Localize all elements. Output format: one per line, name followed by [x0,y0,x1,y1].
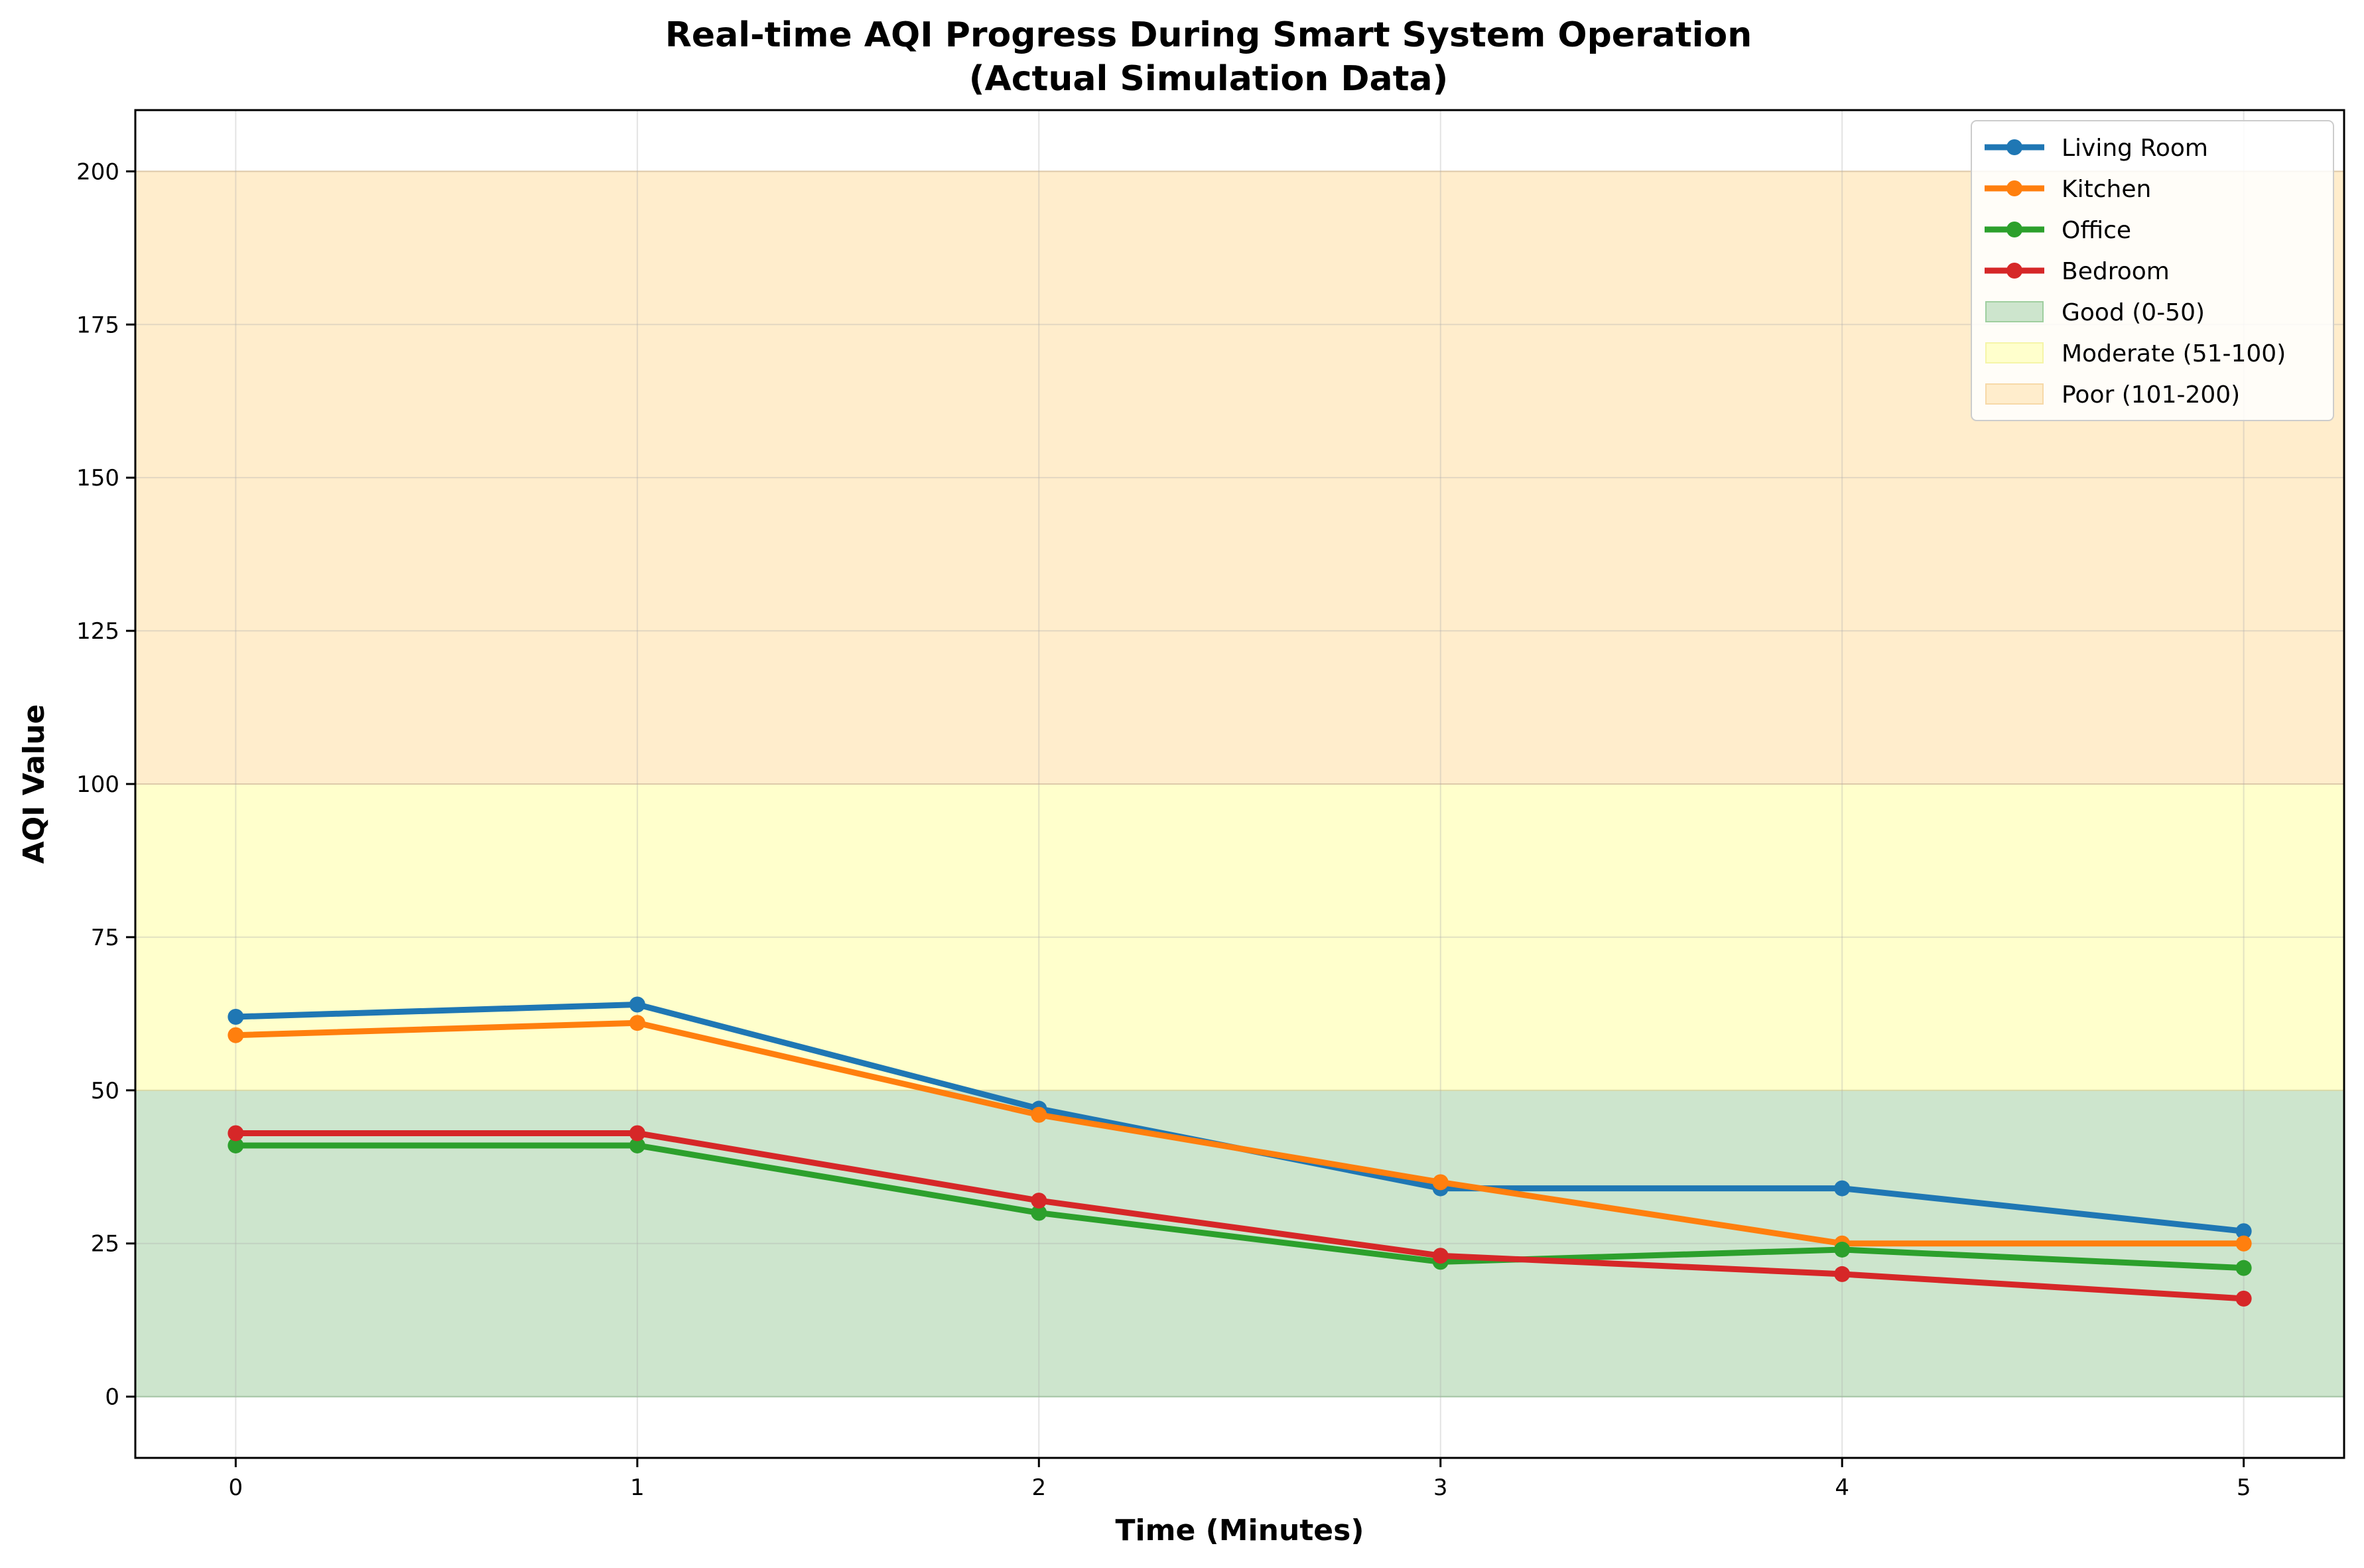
series-layer [228,996,2252,1307]
series-point-2-0 [228,1137,244,1153]
series-point-2-4 [1834,1241,1851,1258]
y-axis: 0 25 50 75 100 125 150 175 200 [76,159,135,1411]
y-tick-label-8: 200 [76,159,119,185]
y-tick-label-5: 125 [76,618,119,645]
series-point-2-5 [2235,1260,2252,1276]
legend-label-4: Good (0-50) [2062,299,2205,326]
legend-item-0: Living Room [1985,135,2208,162]
series-point-3-4 [1834,1266,1851,1282]
x-tick-label-3: 3 [1433,1474,1448,1501]
legend-swatch-4 [1985,301,2044,322]
x-tick-label-5: 5 [2237,1474,2251,1501]
legend-item-1: Kitchen [1985,176,2151,203]
y-tick-label-2: 50 [91,1078,119,1104]
series-point-1-2 [1031,1106,1047,1123]
series-3 [228,1125,2252,1307]
legend-marker-2 [2006,222,2022,237]
legend-marker-1 [2006,180,2022,196]
series-point-3-5 [2235,1290,2252,1307]
series-line-3 [232,1130,2247,1302]
legend-label-5: Moderate (51-100) [2062,340,2286,367]
legend-label-6: Poor (101-200) [2062,381,2240,409]
series-point-1-5 [2235,1235,2252,1252]
x-tick-label-4: 4 [1835,1474,1849,1501]
series-point-3-3 [1432,1248,1449,1264]
legend-label-3: Bedroom [2062,258,2170,285]
y-tick-label-1: 25 [91,1231,119,1258]
legend-label-2: Office [2062,217,2131,244]
y-tick-label-0: 0 [105,1384,119,1411]
legend-marker-0 [2006,139,2022,155]
legend-swatch-5 [1985,342,2044,363]
series-point-0-4 [1834,1180,1851,1197]
series-point-2-2 [1031,1205,1047,1221]
chart-title: Real-time AQI Progress During Smart Syst… [665,15,1752,55]
series-line-1 [232,1019,2247,1247]
legend: Living Room Kitchen Office Bedroom Good (0-5… [1971,120,2334,421]
legend-item-3: Bedroom [1985,258,2170,285]
legend-item-2: Office [1985,217,2131,244]
legend-label-0: Living Room [2062,135,2208,162]
y-tick-label-4: 100 [76,771,119,798]
x-tick-label-0: 0 [229,1474,243,1501]
legend-item-5: Moderate (51-100) [1985,340,2286,367]
series-point-2-1 [629,1137,645,1153]
y-axis-label: AQI Value [17,704,51,864]
legend-item-4: Good (0-50) [1985,299,2205,326]
series-point-1-3 [1432,1174,1449,1191]
chart-subtitle: (Actual Simulation Data) [969,59,1449,99]
series-point-0-1 [629,996,645,1013]
series-point-3-1 [629,1125,645,1142]
series-point-1-1 [629,1015,645,1031]
series-point-0-5 [2235,1223,2252,1240]
legend-item-6: Poor (101-200) [1985,381,2240,409]
x-tick-label-2: 2 [1031,1474,1046,1501]
legend-marker-3 [2006,263,2022,279]
x-axis: 0 1 2 3 4 5 [229,1458,2251,1501]
series-1 [228,1015,2252,1252]
x-tick-label-1: 1 [630,1474,645,1501]
x-axis-label: Time (Minutes) [1116,1514,1364,1547]
series-point-0-0 [228,1008,244,1025]
series-point-3-2 [1031,1193,1047,1209]
series-point-3-0 [228,1125,244,1142]
y-tick-label-7: 175 [76,312,119,338]
y-tick-label-6: 150 [76,465,119,491]
legend-swatch-6 [1985,383,2044,405]
legend-box [1971,120,2334,421]
legend-label-1: Kitchen [2062,176,2151,203]
series-point-1-0 [228,1027,244,1043]
y-tick-label-3: 75 [91,925,119,951]
series-line-2 [232,1142,2247,1272]
